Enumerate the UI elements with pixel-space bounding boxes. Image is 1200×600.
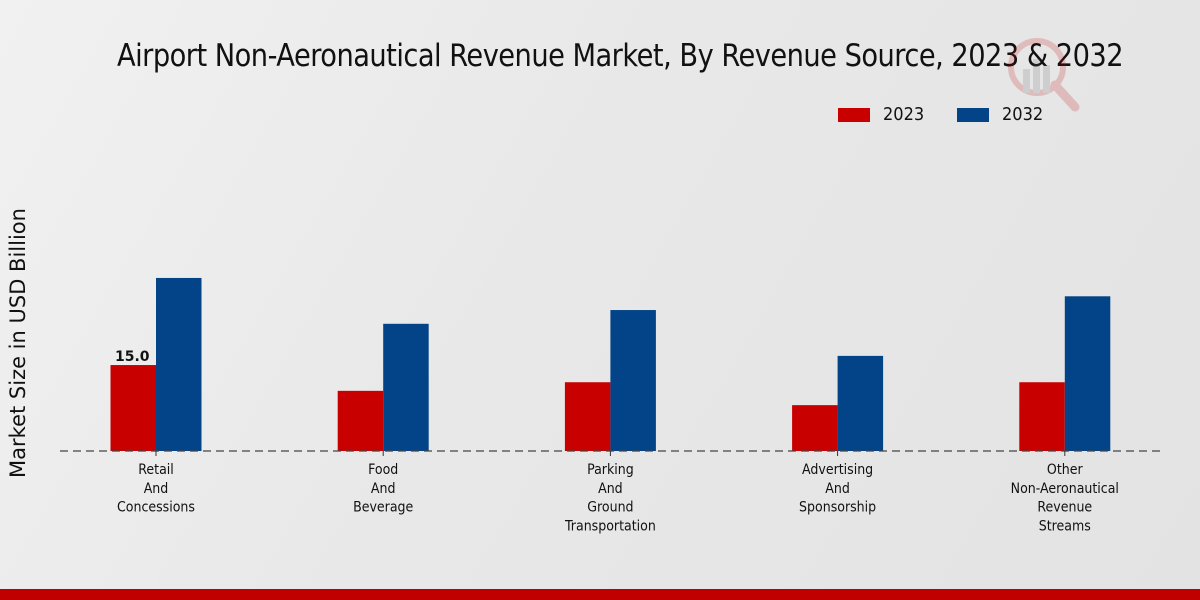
- bar-2032-4: [1064, 296, 1111, 451]
- bottom-accent-band: [0, 589, 1200, 600]
- data-label-2023-0: 15.0: [115, 349, 150, 365]
- legend-swatch-2032: [957, 107, 989, 122]
- ticks-layer: [155, 451, 1066, 456]
- chart-title: Airport Non-Aeronautical Revenue Market,…: [116, 38, 1124, 74]
- bar-2023-2: [564, 382, 611, 451]
- x-tick-label-0: Retail And Concessions: [117, 462, 195, 515]
- bar-2032-3: [837, 355, 884, 451]
- legend-item-2032: 2032: [957, 104, 1048, 125]
- x-tick-label-3: Advertising And Sponsorship: [799, 462, 876, 515]
- bar-2023-3: [792, 405, 838, 451]
- labels-layer: Retail And Concessions Food And Beverage Parki…: [115, 349, 1119, 535]
- bar-2032-2: [610, 310, 656, 451]
- legend-item-2023: 2023: [838, 104, 929, 125]
- x-tick-label-2: Parking And Ground Transportation: [564, 462, 656, 534]
- x-tick-label-4: Other Non-Aeronautical Revenue Streams: [1011, 462, 1119, 534]
- legend-label-2023: 2023: [883, 104, 925, 125]
- bar-2032-0: [156, 277, 202, 451]
- legend-label-2032: 2032: [1002, 104, 1044, 125]
- bars-layer: [110, 277, 1111, 451]
- x-tick-label-1: Food And Beverage: [353, 462, 413, 515]
- legend-swatch-2023: [838, 107, 870, 122]
- bar-2032-1: [383, 323, 429, 451]
- watermark-logo-icon: [1008, 38, 1080, 112]
- bar-2023-0: [110, 365, 156, 451]
- bar-2023-1: [337, 390, 384, 451]
- bar-2023-4: [1019, 382, 1065, 451]
